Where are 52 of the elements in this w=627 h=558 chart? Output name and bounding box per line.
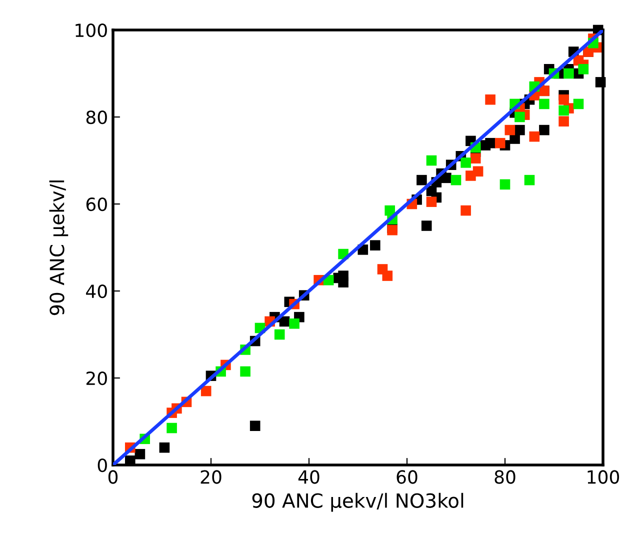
point: [426, 155, 437, 166]
point: [382, 270, 393, 281]
point: [441, 172, 452, 184]
point: [500, 179, 510, 190]
point: [564, 68, 574, 79]
point: [524, 174, 535, 186]
point: [558, 94, 569, 105]
point: [460, 205, 471, 216]
point: [539, 98, 550, 110]
point: [159, 442, 170, 453]
y-tick-label: 0: [98, 458, 107, 472]
point: [529, 131, 540, 142]
point: [470, 153, 481, 164]
point: [274, 329, 285, 340]
x-tick-label: 20: [200, 470, 222, 484]
x-axis-title: 90 ANC µekv/l NO3kol: [252, 492, 464, 512]
point: [338, 270, 348, 281]
point: [485, 138, 496, 148]
x-tick-label: 0: [108, 470, 118, 484]
point: [539, 124, 550, 136]
point: [558, 116, 569, 126]
point: [558, 105, 569, 116]
point: [514, 112, 525, 122]
point: [240, 366, 250, 377]
point: [250, 420, 260, 431]
x-tick-label: 100: [588, 470, 620, 484]
point: [416, 174, 427, 186]
point: [421, 220, 432, 231]
point: [460, 158, 471, 168]
point: [200, 386, 212, 396]
point: [573, 98, 584, 110]
x-tick-label: 60: [396, 470, 418, 484]
point: [166, 422, 177, 434]
y-tick-label: 20: [86, 371, 107, 386]
y-tick-label: 40: [86, 284, 107, 298]
y-tick-label: 80: [86, 110, 107, 124]
x-tick-label: 40: [298, 470, 320, 484]
point: [504, 124, 516, 136]
point: [514, 124, 525, 136]
point: [485, 94, 496, 105]
point: [450, 174, 462, 186]
point: [134, 448, 146, 460]
y-tick-label: 100: [76, 23, 107, 38]
x-tick-label: 80: [494, 470, 516, 484]
point: [472, 166, 484, 177]
point: [289, 318, 300, 329]
point: [426, 196, 437, 207]
y-axis-title: 90 ANC µekv/l: [49, 180, 68, 316]
point: [494, 138, 506, 148]
point: [370, 240, 380, 250]
y-tick-label: 60: [86, 197, 107, 212]
point: [578, 64, 589, 74]
